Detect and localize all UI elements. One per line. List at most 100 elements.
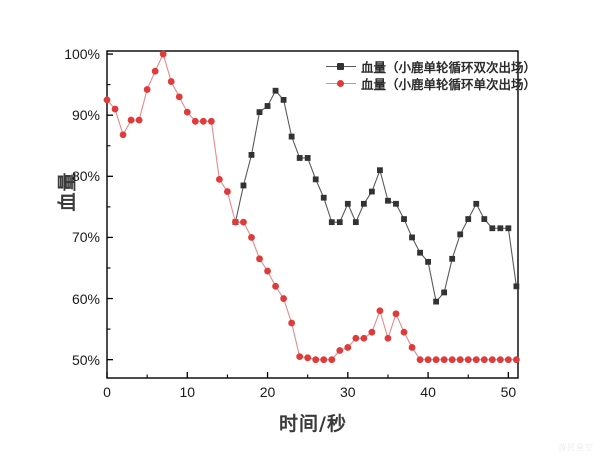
data-point	[376, 307, 384, 315]
data-point	[440, 356, 448, 364]
data-point	[312, 356, 320, 364]
data-point	[513, 283, 520, 290]
data-point	[256, 255, 263, 263]
data-point	[400, 328, 408, 336]
y-tick-label: 70%	[71, 229, 100, 246]
y-axis-tick-labels: 50% 60% 70% 80% 90% 100%	[48, 0, 100, 459]
data-point	[360, 334, 368, 342]
y-tick-label: 80%	[71, 168, 100, 185]
data-point	[304, 354, 312, 362]
x-tick-label: 40	[420, 384, 436, 400]
data-point	[505, 225, 512, 232]
data-point	[248, 234, 255, 241]
data-point	[296, 155, 303, 161]
data-point	[288, 319, 296, 327]
data-point	[360, 200, 367, 207]
data-point	[480, 356, 488, 364]
data-point	[256, 109, 263, 116]
data-point	[320, 356, 328, 364]
legend-square-marker-icon	[337, 62, 344, 70]
data-point	[481, 216, 488, 222]
data-point	[111, 105, 119, 113]
data-point	[408, 344, 416, 351]
data-point	[151, 67, 159, 75]
data-point	[312, 176, 319, 183]
data-point	[207, 117, 215, 125]
legend-label: 血量（小鹿单轮循环双次出场）	[361, 60, 537, 75]
data-point	[424, 356, 432, 364]
data-point	[191, 117, 199, 125]
legend-sample	[326, 78, 356, 90]
data-point	[264, 103, 271, 109]
series-line	[234, 90, 517, 303]
data-point	[272, 282, 279, 290]
data-point	[344, 200, 351, 207]
data-point	[272, 87, 279, 94]
data-point	[296, 353, 304, 361]
x-tick-label: 10	[179, 384, 196, 400]
data-point	[497, 225, 504, 232]
data-point	[368, 328, 376, 336]
data-point	[377, 167, 383, 174]
data-point	[135, 116, 143, 124]
data-point	[401, 216, 407, 222]
data-point	[392, 310, 400, 318]
data-point	[224, 188, 231, 195]
data-point	[393, 200, 399, 207]
watermark: 游民星空	[558, 443, 594, 452]
x-axis-title: 时间/秒	[279, 413, 347, 435]
data-point	[159, 50, 167, 58]
data-point	[409, 234, 415, 241]
data-point	[449, 255, 456, 262]
data-point	[448, 356, 456, 364]
data-point	[336, 347, 344, 354]
data-point	[512, 356, 520, 364]
data-point	[385, 197, 391, 204]
legend-item: 血量（小鹿单轮循环单次出场）	[326, 75, 536, 92]
x-tick-label: 20	[259, 384, 276, 400]
data-point	[167, 78, 175, 85]
data-point	[288, 133, 295, 140]
series-0	[232, 87, 520, 305]
data-point	[183, 108, 191, 116]
chart-legend: 血量（小鹿单轮循环双次出场） 血量（小鹿单轮循环单次出场）	[322, 56, 540, 94]
y-tick-label: 50%	[71, 351, 100, 368]
data-point	[352, 334, 360, 342]
data-point	[215, 175, 223, 183]
plot-frame	[106, 50, 519, 379]
x-tick-label: 30	[340, 384, 356, 400]
series-1	[103, 50, 520, 364]
data-point	[264, 267, 271, 275]
data-point	[464, 356, 472, 364]
data-point	[103, 96, 111, 104]
data-point	[328, 219, 335, 226]
legend-label: 血量（小鹿单轮循环单次出场）	[361, 77, 537, 92]
data-point	[280, 295, 287, 302]
y-tick-label: 100%	[64, 46, 100, 63]
data-point	[417, 249, 423, 256]
y-tick-label: 60%	[71, 290, 100, 307]
data-point	[425, 258, 431, 265]
data-point	[127, 116, 135, 124]
data-point	[328, 356, 336, 364]
x-tick-label: 0	[103, 384, 111, 400]
legend-item: 血量（小鹿单轮循环双次出场）	[326, 58, 536, 75]
data-point	[119, 131, 127, 139]
data-point	[240, 218, 247, 226]
data-point	[489, 225, 496, 232]
data-point	[175, 93, 183, 101]
data-point	[457, 231, 464, 238]
legend-sample	[326, 61, 356, 73]
data-point	[320, 194, 327, 201]
data-point	[472, 356, 480, 364]
legend-circle-marker-icon	[337, 79, 344, 87]
data-point	[240, 182, 247, 189]
data-point	[368, 188, 375, 195]
data-point	[344, 344, 352, 351]
data-point	[433, 298, 440, 305]
data-point	[280, 97, 287, 103]
data-point	[416, 356, 424, 364]
data-point	[456, 356, 464, 364]
